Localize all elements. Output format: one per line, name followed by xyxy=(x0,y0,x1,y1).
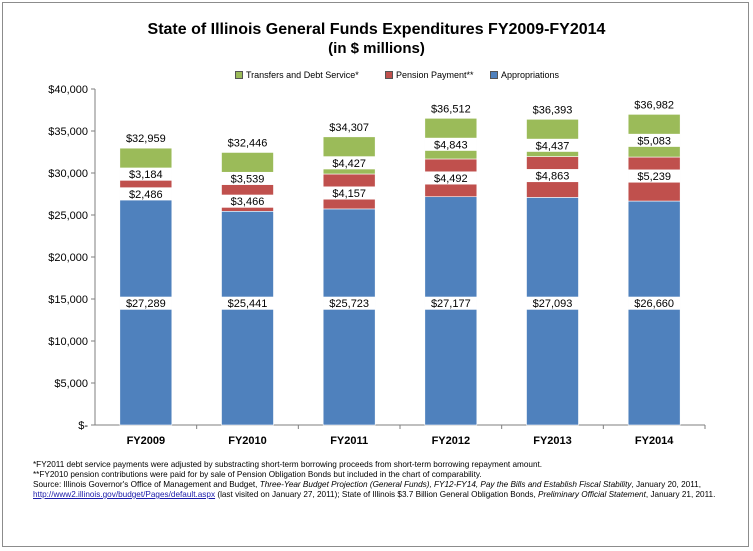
data-label-pension: $4,492 xyxy=(434,173,468,185)
data-label-pension: $2,486 xyxy=(129,189,163,201)
y-tick-label: $- xyxy=(78,420,88,432)
data-label-appropriations: $27,093 xyxy=(533,298,573,310)
note-source: Source: Illinois Governor's Office of Ma… xyxy=(33,480,723,500)
data-label-transfers-bg xyxy=(628,133,681,147)
x-tick-label: FY2014 xyxy=(635,435,674,447)
source-date: , January 20, 2011, xyxy=(631,480,702,489)
chart-legend: Transfers and Debt Service* Pension Paym… xyxy=(0,70,753,84)
data-label-total: $36,393 xyxy=(533,104,573,116)
x-tick-label: FY2010 xyxy=(228,435,267,447)
data-label-transfers-bg xyxy=(323,156,376,170)
data-label-transfers: $5,083 xyxy=(637,135,671,147)
chart-notes: *FY2011 debt service payments were adjus… xyxy=(33,460,723,500)
source-prefix: Source: Illinois Governor's Office of Ma… xyxy=(33,480,260,489)
y-tick-label: $20,000 xyxy=(48,252,88,264)
data-label-appropriations-bg xyxy=(628,296,681,310)
stacked-bar-chart: $- $5,000 $10,000 $15,000 $20,000 $25,000 $30,… xyxy=(48,84,706,447)
data-label-pension-bg xyxy=(526,169,579,183)
data-label-total: $34,307 xyxy=(329,122,369,134)
data-label-pension: $5,239 xyxy=(637,171,671,183)
legend-label-pension: Pension Payment** xyxy=(396,70,474,80)
data-label-total-bg xyxy=(628,97,681,111)
data-label-appropriations-bg xyxy=(221,296,274,310)
data-label-transfers-bg xyxy=(119,167,172,181)
data-label-pension: $4,157 xyxy=(332,188,366,200)
data-label-appropriations-bg xyxy=(526,296,579,310)
y-tick-label: $15,000 xyxy=(48,294,88,306)
bar-appropriations xyxy=(526,197,579,426)
data-label-appropriations: $27,289 xyxy=(126,298,166,310)
data-label-pension-bg xyxy=(119,187,172,201)
legend-label-transfers: Transfers and Debt Service* xyxy=(246,70,359,80)
data-label-pension-bg xyxy=(221,194,274,208)
chart-subtitle: (in $ millions) xyxy=(328,40,425,57)
bar-appropriations xyxy=(119,195,173,426)
data-label-total: $36,512 xyxy=(431,103,471,115)
legend-swatch-pension xyxy=(385,71,393,79)
legend-swatch-transfers xyxy=(235,71,243,79)
x-tick-label: FY2011 xyxy=(330,435,368,447)
bar-appropriations xyxy=(322,208,376,426)
data-label-total: $36,982 xyxy=(634,99,674,111)
data-label-appropriations-bg xyxy=(119,296,172,310)
bar-appropriations xyxy=(221,210,274,426)
legend-item-transfers: Transfers and Debt Service* xyxy=(235,70,359,80)
data-label-pension-bg xyxy=(628,169,681,183)
data-label-transfers: $4,427 xyxy=(332,158,366,170)
data-label-pension: $4,863 xyxy=(536,171,570,183)
data-label-transfers-bg xyxy=(526,138,579,152)
data-label-appropriations-bg xyxy=(424,296,477,310)
x-tick-label: FY2013 xyxy=(533,435,572,447)
data-label-total-bg xyxy=(323,120,376,134)
data-label-pension: $3,466 xyxy=(231,196,265,208)
bar-appropriations xyxy=(627,200,681,426)
data-label-appropriations: $25,723 xyxy=(329,298,369,310)
data-label-appropriations: $25,441 xyxy=(228,298,268,310)
legend-swatch-appropriations xyxy=(490,71,498,79)
data-label-transfers: $4,843 xyxy=(434,139,468,151)
data-label-pension-bg xyxy=(323,186,376,200)
data-label-transfers: $3,539 xyxy=(231,173,265,185)
legend-item-pension: Pension Payment** xyxy=(385,70,474,80)
chart-title: State of Illinois General Funds Expendit… xyxy=(147,21,606,38)
y-tick-label: $40,000 xyxy=(48,84,88,96)
data-label-appropriations-bg xyxy=(323,296,376,310)
y-tick-label: $10,000 xyxy=(48,336,88,348)
data-label-total-bg xyxy=(526,102,579,116)
data-label-appropriations: $27,177 xyxy=(431,298,471,310)
data-label-transfers: $3,184 xyxy=(129,169,163,181)
data-label-transfers: $4,437 xyxy=(536,140,570,152)
source-visited: (last visited on January 27, 2011); Stat… xyxy=(215,490,539,499)
data-label-total: $32,959 xyxy=(126,133,166,145)
source-statement: Preliminary Official Statement xyxy=(538,490,646,499)
y-tick-label: $30,000 xyxy=(48,168,88,180)
data-label-transfers-bg xyxy=(424,137,477,151)
legend-item-appropriations: Appropriations xyxy=(490,70,559,80)
note-pension: **FY2010 pension contributions were paid… xyxy=(33,470,482,479)
source-link[interactable]: http://www2.illinois.gov/budget/Pages/de… xyxy=(33,490,216,499)
note-debt-service: *FY2011 debt service payments were adjus… xyxy=(33,460,543,469)
x-tick-label: FY2012 xyxy=(432,435,471,447)
data-label-pension-bg xyxy=(424,171,477,185)
data-label-total-bg xyxy=(221,135,274,149)
data-label-total: $32,446 xyxy=(228,137,268,149)
x-tick-label: FY2009 xyxy=(127,435,166,447)
y-tick-label: $25,000 xyxy=(48,210,88,222)
source-end: , January 21, 2011. xyxy=(645,490,716,499)
data-label-appropriations: $26,660 xyxy=(634,298,674,310)
source-title: Three-Year Budget Projection (General Fu… xyxy=(259,480,632,489)
legend-label-appropriations: Appropriations xyxy=(501,70,560,80)
y-tick-label: $5,000 xyxy=(54,378,88,390)
data-label-total-bg xyxy=(119,131,172,145)
data-label-total-bg xyxy=(424,101,477,115)
data-label-transfers-bg xyxy=(221,171,274,185)
y-tick-label: $35,000 xyxy=(48,126,88,138)
bar-appropriations xyxy=(424,196,478,426)
